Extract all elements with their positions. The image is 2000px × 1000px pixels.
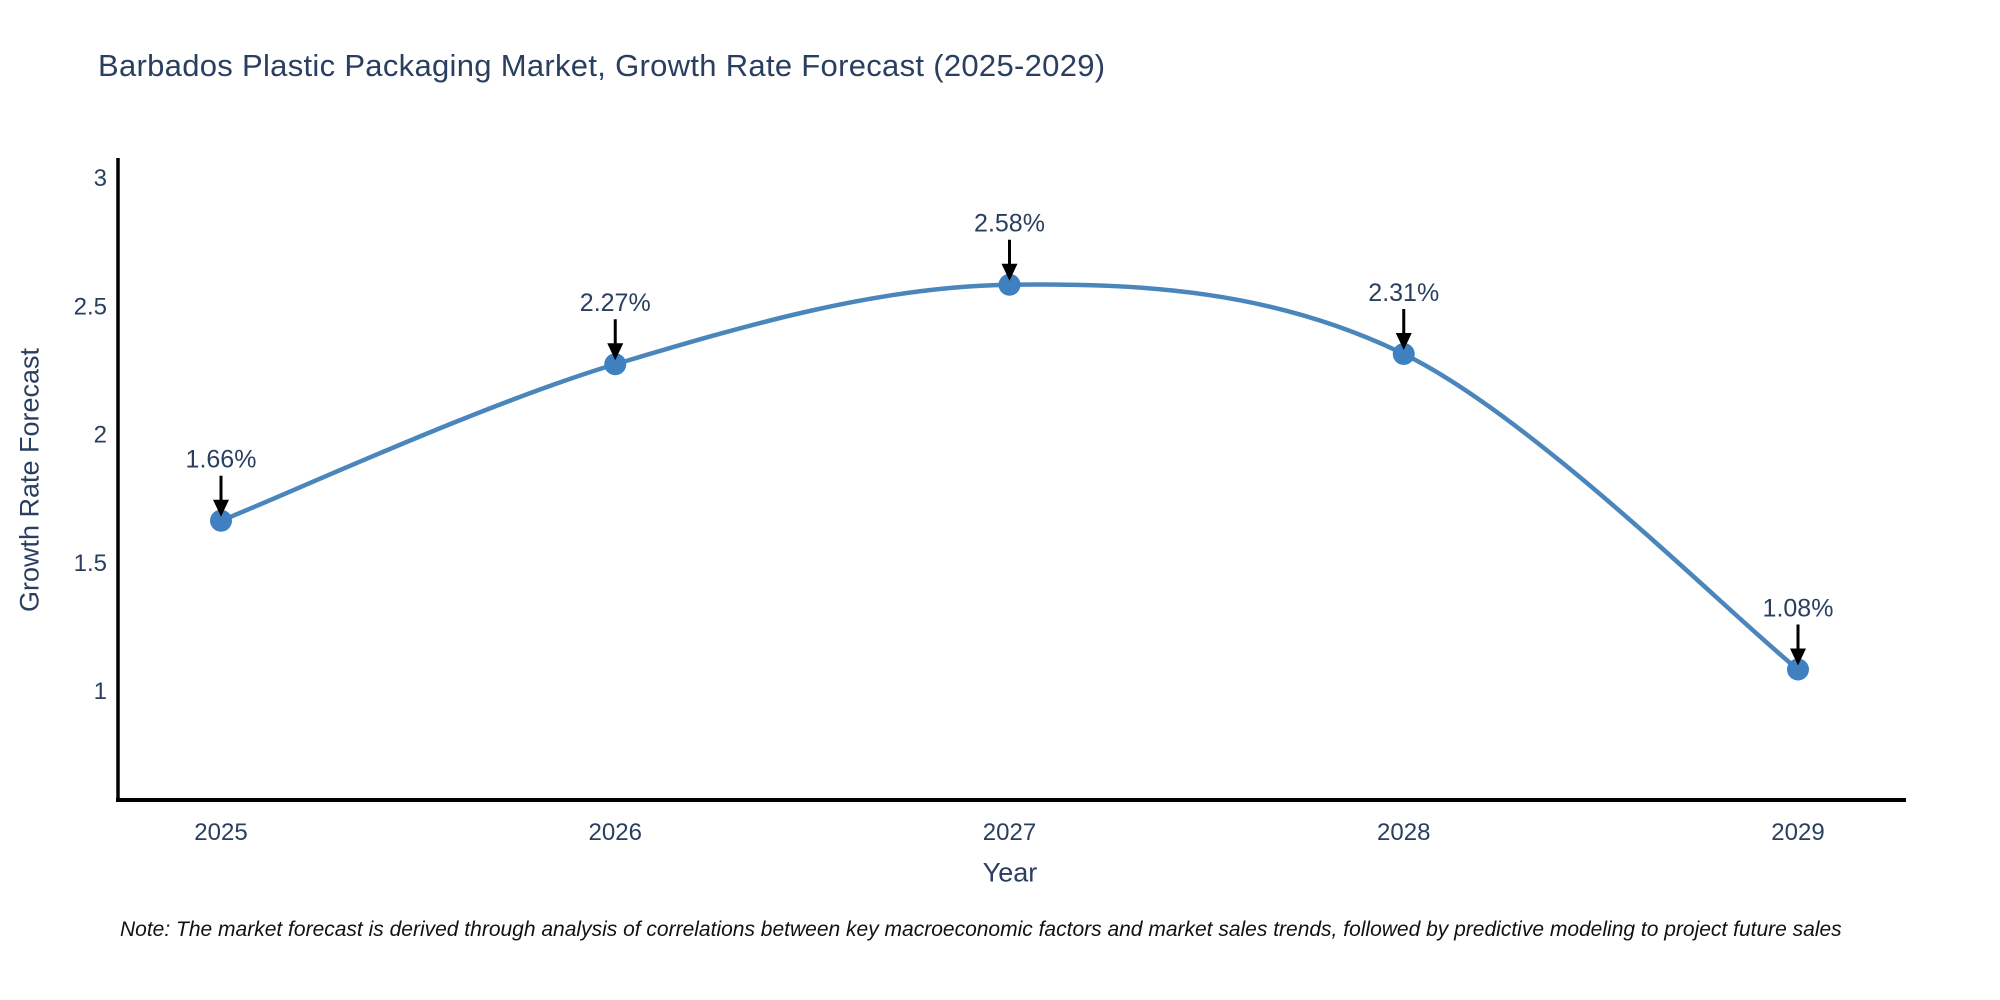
data-point-label: 1.08%	[1763, 594, 1834, 622]
data-point-label: 2.27%	[580, 289, 651, 317]
y-tick-label: 1.5	[74, 550, 107, 577]
y-tick-label: 1	[94, 678, 107, 705]
annotation-arrow-head	[1001, 263, 1018, 281]
y-tick-label: 2.5	[74, 293, 107, 320]
data-point-label: 2.58%	[974, 210, 1045, 238]
x-tick-label: 2026	[589, 819, 642, 846]
x-tick-label: 2028	[1377, 819, 1430, 846]
annotation-arrow-head	[607, 343, 624, 361]
x-tick-label: 2029	[1771, 819, 1824, 846]
x-tick-label: 2027	[983, 819, 1036, 846]
forecast-spline-line	[218, 282, 1801, 672]
x-tick-label: 2025	[194, 819, 247, 846]
annotation-arrow-head	[1790, 648, 1806, 666]
annotation-arrow-head	[1395, 332, 1412, 350]
data-point-2028	[1392, 342, 1415, 365]
y-tick-label: 3	[94, 165, 107, 192]
data-point-2027	[998, 273, 1021, 296]
data-point-2025	[210, 509, 232, 532]
annotation-arrow-head	[213, 499, 229, 517]
data-point-label: 1.66%	[186, 446, 257, 474]
footnote-text: Note: The market forecast is derived thr…	[120, 918, 1842, 941]
y-tick-label: 2	[94, 422, 107, 449]
x-axis-title: Year	[982, 857, 1038, 888]
data-point-2029	[1787, 658, 1809, 681]
chart-title: Barbados Plastic Packaging Market, Growt…	[98, 48, 1106, 83]
data-point-2026	[604, 353, 627, 376]
data-point-label: 2.31%	[1368, 279, 1439, 307]
